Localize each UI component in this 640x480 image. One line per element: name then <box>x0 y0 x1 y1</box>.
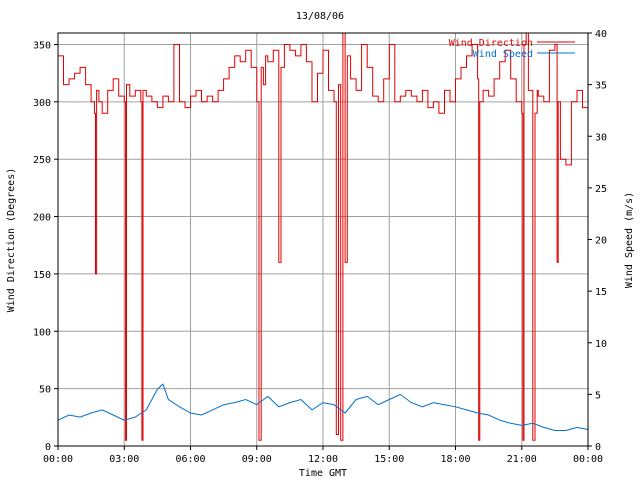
right-tick-label: 25 <box>595 184 607 195</box>
x-axis-label: Time GMT <box>299 468 347 479</box>
chart-title: 13/08/06 <box>296 11 344 22</box>
legend: Wind Direction Wind Speed <box>449 38 575 60</box>
x-tick-label: 21:00 <box>507 454 537 465</box>
left-tick-label: 50 <box>39 385 51 396</box>
x-tick-label: 12:00 <box>308 454 338 465</box>
x-tick-label: 15:00 <box>374 454 404 465</box>
right-tick-label: 35 <box>595 81 607 92</box>
left-axis-ticks: 0 50 100 150 200 250 300 350 <box>33 40 58 453</box>
right-tick-label: 20 <box>595 236 607 247</box>
x-tick-label: 00:00 <box>573 454 603 465</box>
right-tick-label: 0 <box>595 442 601 453</box>
left-tick-label: 200 <box>33 213 51 224</box>
legend-label-wind-speed: Wind Speed <box>473 49 533 60</box>
left-tick-label: 100 <box>33 327 51 338</box>
x-tick-label: 03:00 <box>109 454 139 465</box>
right-tick-label: 30 <box>595 132 607 143</box>
legend-label-wind-direction: Wind Direction <box>449 38 533 49</box>
wind-speed-line <box>57 383 589 431</box>
x-axis-ticks: 00:00 03:00 06:00 09:00 12:00 15:00 18:00 21:00… <box>43 446 603 465</box>
x-tick-label: 09:00 <box>242 454 272 465</box>
series-wind-speed <box>57 383 589 431</box>
left-tick-label: 300 <box>33 98 51 109</box>
x-tick-label: 00:00 <box>43 454 73 465</box>
left-tick-label: 250 <box>33 155 51 166</box>
x-tick-label: 06:00 <box>175 454 205 465</box>
left-tick-label: 350 <box>33 40 51 51</box>
x-tick-label: 18:00 <box>440 454 470 465</box>
left-axis-label: Wind Direction (Degrees) <box>6 168 17 313</box>
right-axis-ticks: 0 5 10 15 20 25 30 35 40 <box>588 29 607 453</box>
wind-direction-line <box>58 32 589 441</box>
right-axis-label: Wind Speed (m/s) <box>624 192 635 288</box>
left-tick-label: 150 <box>33 270 51 281</box>
left-tick-label: 0 <box>45 442 51 453</box>
right-tick-label: 5 <box>595 390 601 401</box>
right-tick-label: 15 <box>595 287 607 298</box>
right-tick-label: 10 <box>595 339 607 350</box>
right-tick-label: 40 <box>595 29 607 40</box>
series-wind-direction <box>58 32 589 441</box>
